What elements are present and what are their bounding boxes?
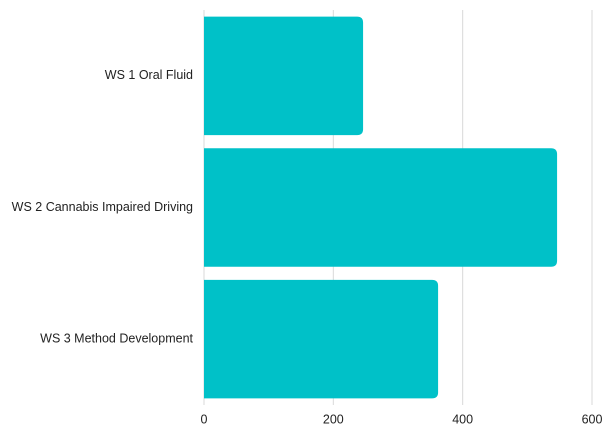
bar: [204, 148, 558, 267]
y-tick-label: WS 2 Cannabis Impaired Driving: [12, 200, 193, 214]
x-tick-label: 600: [582, 412, 603, 426]
bar: [204, 279, 439, 399]
y-tick-label: WS 1 Oral Fluid: [105, 68, 193, 82]
x-tick-label: 400: [452, 412, 473, 426]
y-tick-label: WS 3 Method Development: [40, 331, 193, 345]
x-tick-label: 0: [201, 412, 208, 426]
x-tick-label: 200: [323, 412, 344, 426]
bar: [204, 16, 364, 136]
